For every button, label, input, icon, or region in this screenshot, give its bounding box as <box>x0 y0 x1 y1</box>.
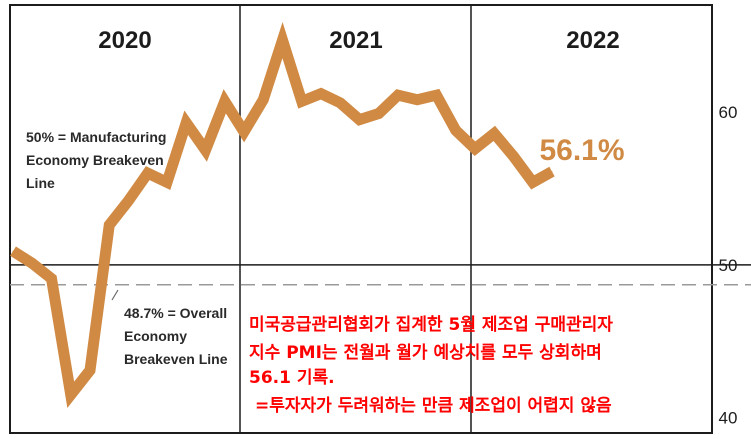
pmi-data-point <box>70 394 72 396</box>
reference-line-label: Economy <box>124 328 187 344</box>
reference-line-label: 50% = Manufacturing <box>26 129 166 145</box>
pmi-data-point <box>416 99 418 101</box>
pmi-data-point <box>455 129 457 131</box>
pmi-data-point <box>532 181 534 183</box>
y-tick-label: 50 <box>719 256 738 275</box>
plot-frame <box>9 4 713 434</box>
reference-line-label: Breakeven Line <box>124 351 228 367</box>
y-tick-label: 60 <box>719 103 738 122</box>
pmi-data-point <box>89 369 91 371</box>
y-tick-label: 40 <box>719 409 738 428</box>
annotation-leader <box>111 289 119 301</box>
pmi-data-point <box>282 39 283 41</box>
korean-caption-line: 지수 PMI는 전월과 월가 예상치를 모두 상회하며 <box>249 343 602 363</box>
pmi-data-point <box>51 278 52 280</box>
pmi-data-point <box>436 94 437 96</box>
pmi-data-point <box>128 200 129 202</box>
pmi-data-point <box>474 148 476 150</box>
pmi-data-point <box>108 224 110 226</box>
pmi-data-point <box>166 181 168 183</box>
pmi-data-point <box>12 250 14 252</box>
pmi-data-point <box>513 155 514 157</box>
reference-line-label: Line <box>26 175 55 191</box>
pmi-data-point <box>185 122 187 124</box>
pmi-data-point <box>551 171 553 173</box>
pmi-data-point <box>301 100 303 102</box>
pmi-data-point <box>320 93 322 95</box>
pmi-data-point <box>397 94 399 96</box>
pmi-data-point <box>147 172 149 174</box>
pmi-data-point <box>339 102 341 104</box>
year-label: 2020 <box>98 27 151 54</box>
pmi-data-point <box>262 99 264 101</box>
latest-value-callout: 56.1% <box>539 134 624 167</box>
pmi-data-point <box>378 113 380 115</box>
korean-caption-line: 미국공급관리협회가 집계한 5월 제조업 구매관리자 <box>249 314 613 335</box>
year-label: 2022 <box>566 27 619 54</box>
pmi-data-point <box>31 262 33 264</box>
reference-line-label: 48.7% = Overall <box>124 305 227 321</box>
pmi-data-point <box>493 132 495 134</box>
pmi-data-point <box>205 149 206 151</box>
year-label: 2021 <box>329 27 382 54</box>
korean-caption-line: =투자자가 두려워하는 만큼 제조업이 어렵지 않음 <box>255 396 612 416</box>
pmi-data-point <box>243 131 245 133</box>
pmi-data-point <box>359 119 360 121</box>
reference-line-label: Economy Breakeven <box>26 152 164 168</box>
pmi-data-point <box>224 100 226 102</box>
korean-caption-line: 56.1 기록. <box>249 368 335 388</box>
